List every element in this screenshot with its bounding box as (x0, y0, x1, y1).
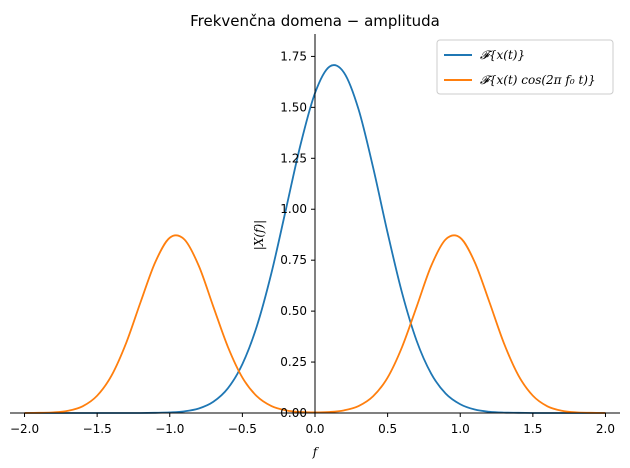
y-tick-label: 0.75 (280, 253, 307, 267)
y-tick-label: 0.00 (280, 406, 307, 420)
legend: 𝓕{x(t)} 𝓕{x(t) cos(2π f₀ t)} (436, 39, 614, 95)
y-tick-label: 1.50 (280, 100, 307, 114)
x-tick-label: 0.5 (378, 422, 397, 436)
x-tick-label: 1.0 (451, 422, 470, 436)
x-tick-label: −1.5 (83, 422, 112, 436)
x-tick-label: 0.0 (305, 422, 324, 436)
x-axis-label: f (312, 445, 320, 459)
y-tick-label: 1.75 (280, 49, 307, 63)
y-axis-label: |X(f)| (252, 220, 266, 250)
x-tick-label: −1.0 (155, 422, 184, 436)
x-tick-label: −0.5 (228, 422, 257, 436)
legend-label-series-2: 𝓕{x(t) cos(2π f₀ t)} (480, 73, 596, 87)
x-tick-label: 1.5 (523, 422, 542, 436)
y-tick-label: 0.25 (280, 355, 307, 369)
chart-title: Frekvenčna domena − amplituda (190, 12, 440, 30)
ticks-layer: −2.0 −1.5 −1.0 −0.5 0.0 0.5 1.0 1.5 2.0 0.00 0.25 0… (10, 49, 615, 436)
legend-frame (436, 39, 614, 95)
y-tick-label: 1.00 (280, 202, 307, 216)
x-tick-label: −2.0 (10, 422, 39, 436)
x-tick-label: 2.0 (596, 422, 615, 436)
y-tick-label: 1.25 (280, 151, 307, 165)
y-tick-label: 0.50 (280, 304, 307, 318)
legend-label-series-1: 𝓕{x(t)} (480, 48, 525, 62)
